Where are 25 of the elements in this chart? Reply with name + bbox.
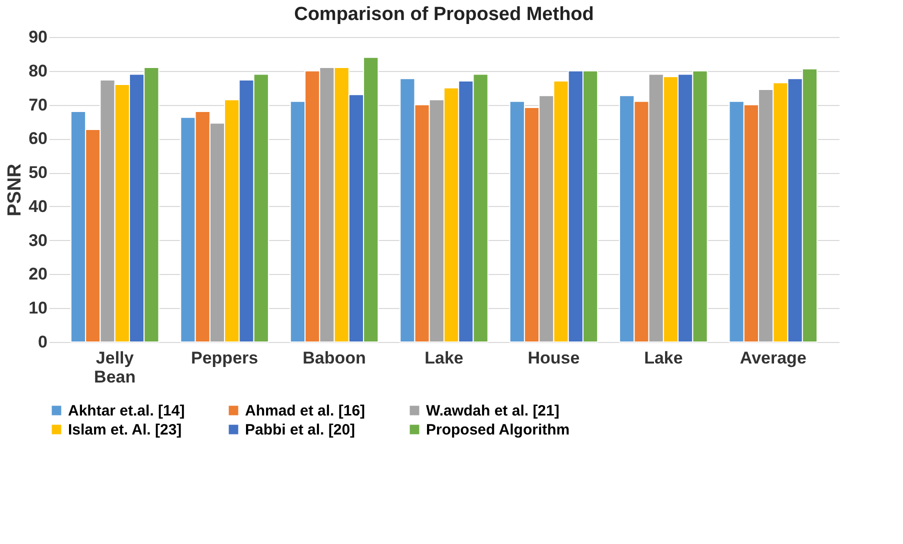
- y-tick-label: 30: [28, 230, 48, 250]
- legend-label: Ahmad et al. [16]: [245, 402, 366, 420]
- x-tick-label: Baboon: [302, 348, 366, 368]
- x-tick-label: Lake: [424, 348, 464, 368]
- legend-label: Pabbi et al. [20]: [245, 422, 356, 438]
- y-tick-label: 0: [38, 332, 48, 352]
- y-tick-label: 40: [28, 196, 48, 216]
- y-tick-label: 90: [28, 28, 48, 46]
- y-tick-label: 20: [28, 264, 48, 284]
- legend-label: Akhtar et.al. [14]: [68, 402, 185, 420]
- legend-label: Islam et. Al. [23]: [68, 422, 182, 438]
- x-tick-label: House: [528, 348, 580, 368]
- x-tick-label: Average: [740, 348, 806, 368]
- chart-title: Comparison of Proposed Method: [294, 4, 594, 25]
- legend-label: W.awdah et al. [21]: [426, 402, 560, 420]
- y-tick-label: 70: [28, 95, 48, 114]
- y-tick-label: 10: [28, 298, 48, 318]
- x-tick-label: Peppers: [191, 348, 258, 368]
- y-axis-title: PSNR: [4, 163, 26, 216]
- y-tick-label: 80: [28, 61, 48, 80]
- legend-label: Proposed Algorithm: [426, 422, 570, 438]
- x-tick-label: Lake: [644, 348, 683, 368]
- y-tick-label: 60: [28, 129, 48, 148]
- x-tick-label: Jelly Bean: [94, 348, 136, 386]
- y-tick-label: 50: [28, 163, 48, 182]
